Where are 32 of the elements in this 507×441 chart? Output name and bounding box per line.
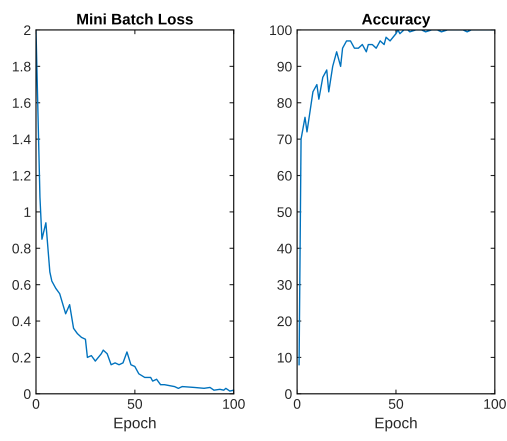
y-tick-label: 100 bbox=[270, 25, 292, 36]
y-tick-label: 0.8 bbox=[12, 244, 31, 254]
y-tick-label: 0.2 bbox=[12, 352, 30, 363]
y-tick-label: 70 bbox=[278, 134, 292, 144]
y-tick-label: 40 bbox=[277, 244, 292, 254]
y-tick-label: 1.6 bbox=[12, 98, 31, 108]
y-tick-label: 1.4 bbox=[12, 134, 31, 144]
x-tick-label: 100 bbox=[223, 399, 245, 409]
y-tick-label: 30 bbox=[277, 280, 292, 290]
y-tick-label: 1.8 bbox=[12, 62, 31, 72]
y-tick-label: 90 bbox=[277, 62, 292, 72]
x-tick-label: 0 bbox=[32, 399, 40, 409]
y-tick-label: 10 bbox=[278, 352, 292, 363]
x-tick-label: 100 bbox=[484, 399, 506, 409]
x-tick-label: 50 bbox=[128, 399, 142, 409]
x-tick-label: 0 bbox=[294, 399, 300, 409]
y-tick-label: 2 bbox=[24, 25, 30, 36]
y-tick-label: 0 bbox=[24, 389, 31, 399]
chart-title: Mini Batch Loss bbox=[77, 13, 193, 25]
y-tick-label: 80 bbox=[277, 98, 292, 108]
y-tick-label: 20 bbox=[277, 316, 292, 326]
x-axis-title: Epoch bbox=[114, 417, 156, 432]
y-tick-label: 0.6 bbox=[12, 280, 31, 290]
y-tick-label: 0 bbox=[285, 389, 292, 399]
y-tick-label: 1 bbox=[24, 207, 30, 217]
y-tick-label: 60 bbox=[278, 170, 292, 181]
x-axis-title: Epoch bbox=[376, 417, 417, 432]
x-tick-label: 50 bbox=[388, 399, 404, 409]
y-tick-label: 0.4 bbox=[12, 316, 31, 326]
y-tick-label: 1.2 bbox=[12, 170, 30, 181]
y-tick-label: 50 bbox=[277, 207, 292, 218]
chart-title: Accuracy bbox=[362, 14, 430, 28]
